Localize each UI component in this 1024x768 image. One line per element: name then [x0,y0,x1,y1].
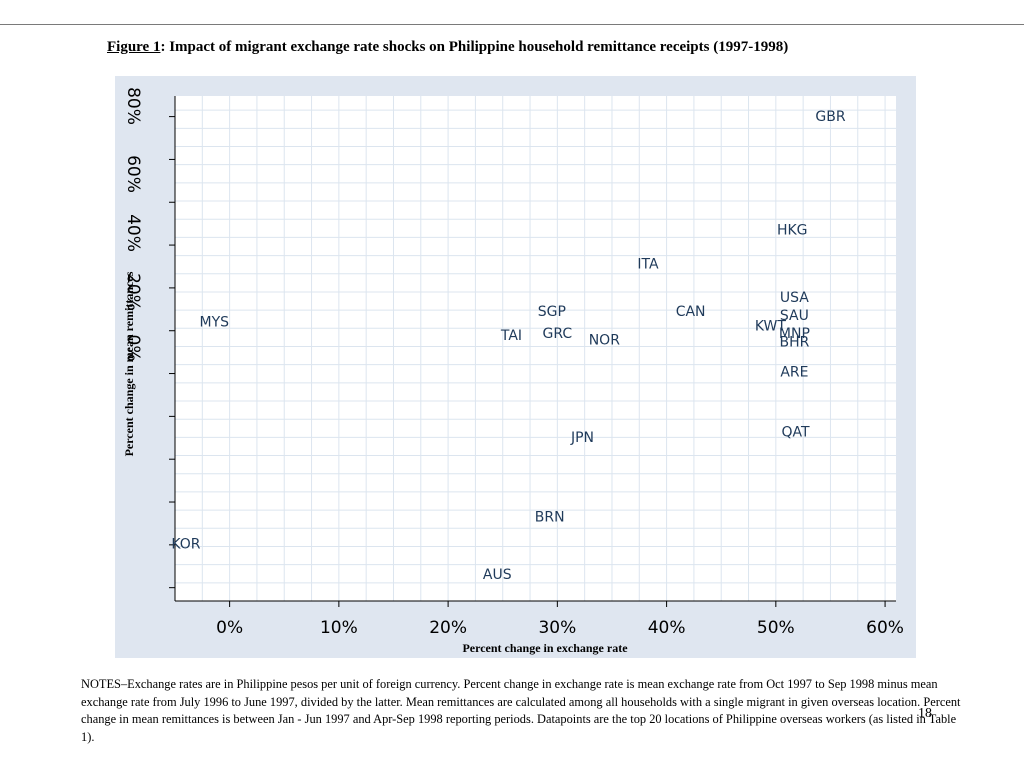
y-tick-label: 40% [123,214,143,252]
y-tick-label: 20% [123,273,143,311]
data-point-mys: MYS [200,314,230,330]
top-rule [0,24,1024,25]
figure-label: Figure 1 [107,39,161,55]
y-axis-title: Percent change in mean remittances [122,271,136,456]
data-point-gbr: GBR [815,109,845,125]
data-point-ita: ITA [637,256,659,272]
figure-notes: NOTES–Exchange rates are in Philippine p… [81,677,961,744]
data-point-aus: AUS [483,567,512,583]
y-tick-label: 0% [123,335,143,362]
chart-svg: 0% 10% 20% 30% 40% 50% 60% 0% 20% 40% 60% 80% GBR H… [115,76,916,658]
data-point-are: ARE [780,365,808,381]
data-point-sgp: SGP [538,304,566,320]
data-point-brn: BRN [535,510,565,526]
x-tick-label: 10% [320,618,358,638]
x-tick-label: 20% [429,618,467,638]
scatter-chart: 0% 10% 20% 30% 40% 50% 60% 0% 20% 40% 60% 80% GBR H… [115,76,916,658]
x-tick-label: 30% [538,618,576,638]
data-point-grc: GRC [543,326,573,342]
x-axis-ticks: 0% 10% 20% 30% 40% 50% 60% [216,601,904,638]
data-point-mnp: MNP [779,326,810,342]
x-tick-label: 40% [648,618,686,638]
y-tick-label: 60% [123,155,143,193]
x-tick-label: 60% [866,618,904,638]
figure-title-text: : Impact of migrant exchange rate shocks… [160,39,789,55]
data-point-usa: USA [780,290,809,306]
y-axis-ticks: 0% 20% 40% 60% 80% [123,87,175,589]
data-point-kwt: KWT [755,318,787,334]
x-tick-label: 50% [757,618,795,638]
data-point-qat: QAT [781,425,810,441]
data-point-sau: SAU [780,308,809,324]
data-point-can: CAN [676,304,706,320]
data-point-nor: NOR [589,333,620,349]
data-point-kor: KOR [171,537,200,553]
figure-title: Figure 1: Impact of migrant exchange rat… [107,39,1007,56]
x-tick-label: 0% [216,618,243,638]
data-point-tai: TAI [500,328,522,344]
x-axis-title: Percent change in exchange rate [462,641,628,655]
vertical-gridlines [174,96,886,601]
data-point-jpn: JPN [570,430,594,446]
y-tick-label: 80% [123,87,143,125]
data-point-hkg: HKG [777,222,808,238]
page-number: 18 [918,706,932,721]
data-point-bhr: BHR [779,335,809,351]
